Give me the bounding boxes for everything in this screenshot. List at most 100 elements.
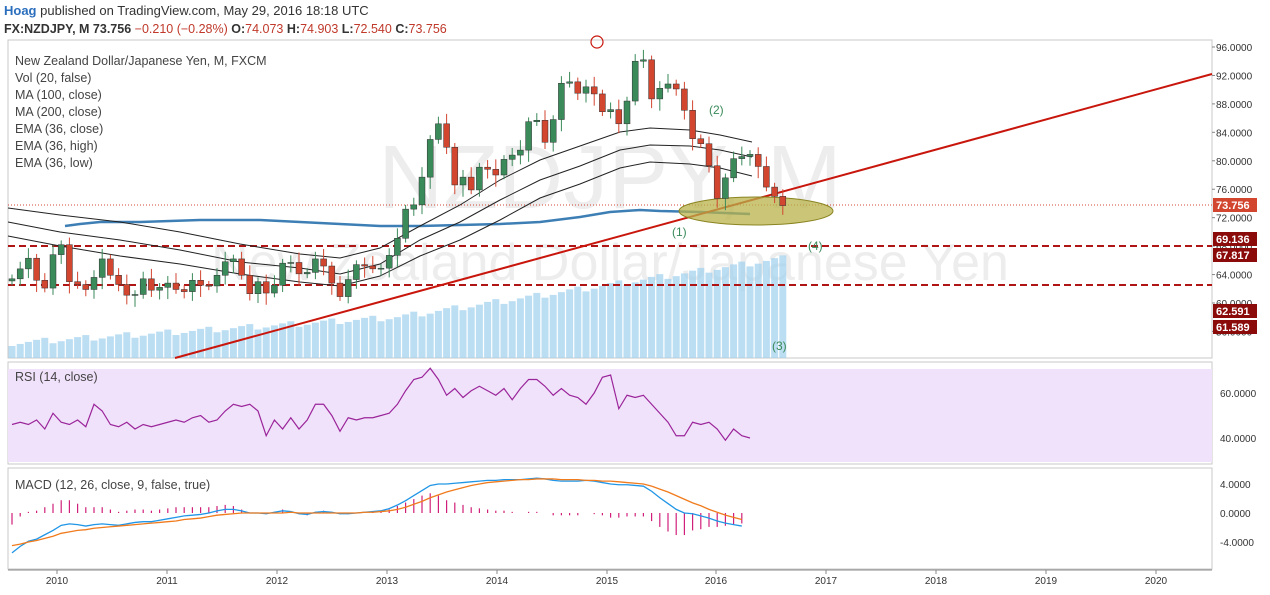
high-value: 74.903 — [300, 22, 339, 36]
symbol-info: FX:NZDJPY, M 73.756 −0.210 (−0.28%) O:74… — [4, 22, 447, 36]
candle-down — [336, 282, 344, 297]
price-tick-label: 72.0000 — [1216, 214, 1253, 225]
candle-down — [451, 147, 459, 186]
candle-up — [476, 166, 483, 191]
volume-bar — [139, 335, 147, 358]
volume-bar — [500, 303, 508, 358]
ema-close-line — [7, 144, 753, 275]
macd-title: MACD (12, 26, close, 9, false, true) — [15, 478, 210, 492]
open-value: 74.073 — [245, 22, 284, 36]
volume-bar — [303, 324, 311, 358]
candle-up — [230, 258, 237, 263]
candle-down — [115, 275, 122, 285]
candle-down — [66, 244, 73, 282]
volume-bar — [98, 338, 106, 358]
candle-up — [312, 258, 319, 273]
level-text-4: 61.589 — [1216, 322, 1250, 334]
volume-bar — [746, 266, 754, 358]
volume-bar — [147, 333, 155, 358]
candle-up — [221, 261, 229, 276]
volume-bar — [738, 261, 746, 358]
volume-bar — [566, 289, 574, 358]
candle-up — [394, 238, 401, 256]
volume-bar — [582, 291, 590, 358]
volume-bar — [525, 295, 533, 358]
volume-bar — [74, 337, 82, 358]
volume-bar — [24, 341, 32, 358]
candle-down — [648, 59, 655, 100]
volume-bar — [598, 285, 606, 358]
volume-bar — [172, 335, 180, 358]
candle-up — [279, 262, 286, 286]
ema-high-line — [7, 127, 753, 259]
macd-histogram — [11, 493, 743, 536]
volume-bar — [41, 337, 49, 358]
symbol-label: FX:NZDJPY, M — [4, 22, 90, 36]
volume-bar — [393, 317, 401, 358]
year-tick-label: 2010 — [46, 576, 69, 587]
candle-down — [107, 258, 114, 276]
candle-up — [377, 267, 385, 270]
volume-bar — [541, 297, 549, 358]
year-tick-label: 2019 — [1035, 576, 1058, 587]
candle-up — [189, 279, 196, 292]
level-text-1: 69.136 — [1216, 234, 1250, 246]
volume-bar — [90, 340, 98, 358]
volume-bar — [115, 334, 123, 358]
candle-up — [582, 86, 590, 94]
candle-up — [410, 204, 418, 210]
candle-up — [640, 59, 647, 62]
macd-tick-label: -4.0000 — [1220, 538, 1254, 549]
candle-up — [664, 83, 672, 89]
volume-bar — [123, 332, 131, 358]
legend-item: EMA (36, low) — [15, 156, 93, 170]
legend-item: MA (100, close) — [15, 88, 102, 102]
watermark-name: New Zealand Dollar/Japanese Yen — [211, 234, 1009, 292]
volume-bar — [270, 325, 278, 358]
candle-up — [156, 287, 163, 291]
candle-down — [590, 86, 598, 95]
candle-down — [599, 93, 606, 112]
candle-up — [426, 139, 434, 178]
candle-down — [697, 138, 705, 144]
volume-bar — [180, 332, 188, 358]
candle-down — [443, 123, 450, 148]
last-price: 73.756 — [92, 22, 132, 36]
price-tick-label: 76.0000 — [1216, 185, 1253, 196]
candle-down — [369, 265, 377, 270]
volume-bar — [418, 316, 426, 358]
candle-up — [98, 258, 106, 278]
legend-item: EMA (36, high) — [15, 139, 98, 153]
candle-up — [533, 119, 541, 122]
author-link[interactable]: Hoag — [4, 3, 37, 18]
volume-bar — [639, 279, 647, 358]
candlestick-series — [8, 49, 787, 307]
price-tick-label: 88.0000 — [1216, 100, 1253, 111]
candle-up — [25, 257, 32, 270]
candle-up — [722, 177, 729, 199]
volume-bar — [82, 335, 90, 358]
volume-bar — [508, 301, 516, 358]
volume-bar — [656, 274, 664, 358]
macd-tick-label: 0.0000 — [1220, 509, 1251, 520]
candle-up — [549, 119, 557, 143]
low-label: L: — [341, 22, 354, 36]
macd-pane-frame — [7, 467, 1213, 570]
volume-bar — [549, 294, 557, 358]
candle-down — [705, 143, 713, 167]
candle-up — [353, 264, 360, 280]
candle-down — [205, 284, 213, 287]
candle-down — [484, 166, 491, 170]
candle-down — [574, 81, 582, 94]
annotation-2: (2) — [709, 103, 724, 117]
signal-line — [11, 478, 742, 547]
rsi-tick-label: 60.0000 — [1220, 389, 1257, 400]
candle-up — [656, 87, 664, 100]
candle-down — [681, 88, 688, 111]
volume-bar — [426, 313, 434, 358]
candle-up — [738, 156, 746, 159]
volume-bar — [246, 324, 254, 358]
price-change: −0.210 (−0.28%) — [134, 22, 228, 36]
volume-bar — [467, 307, 475, 358]
